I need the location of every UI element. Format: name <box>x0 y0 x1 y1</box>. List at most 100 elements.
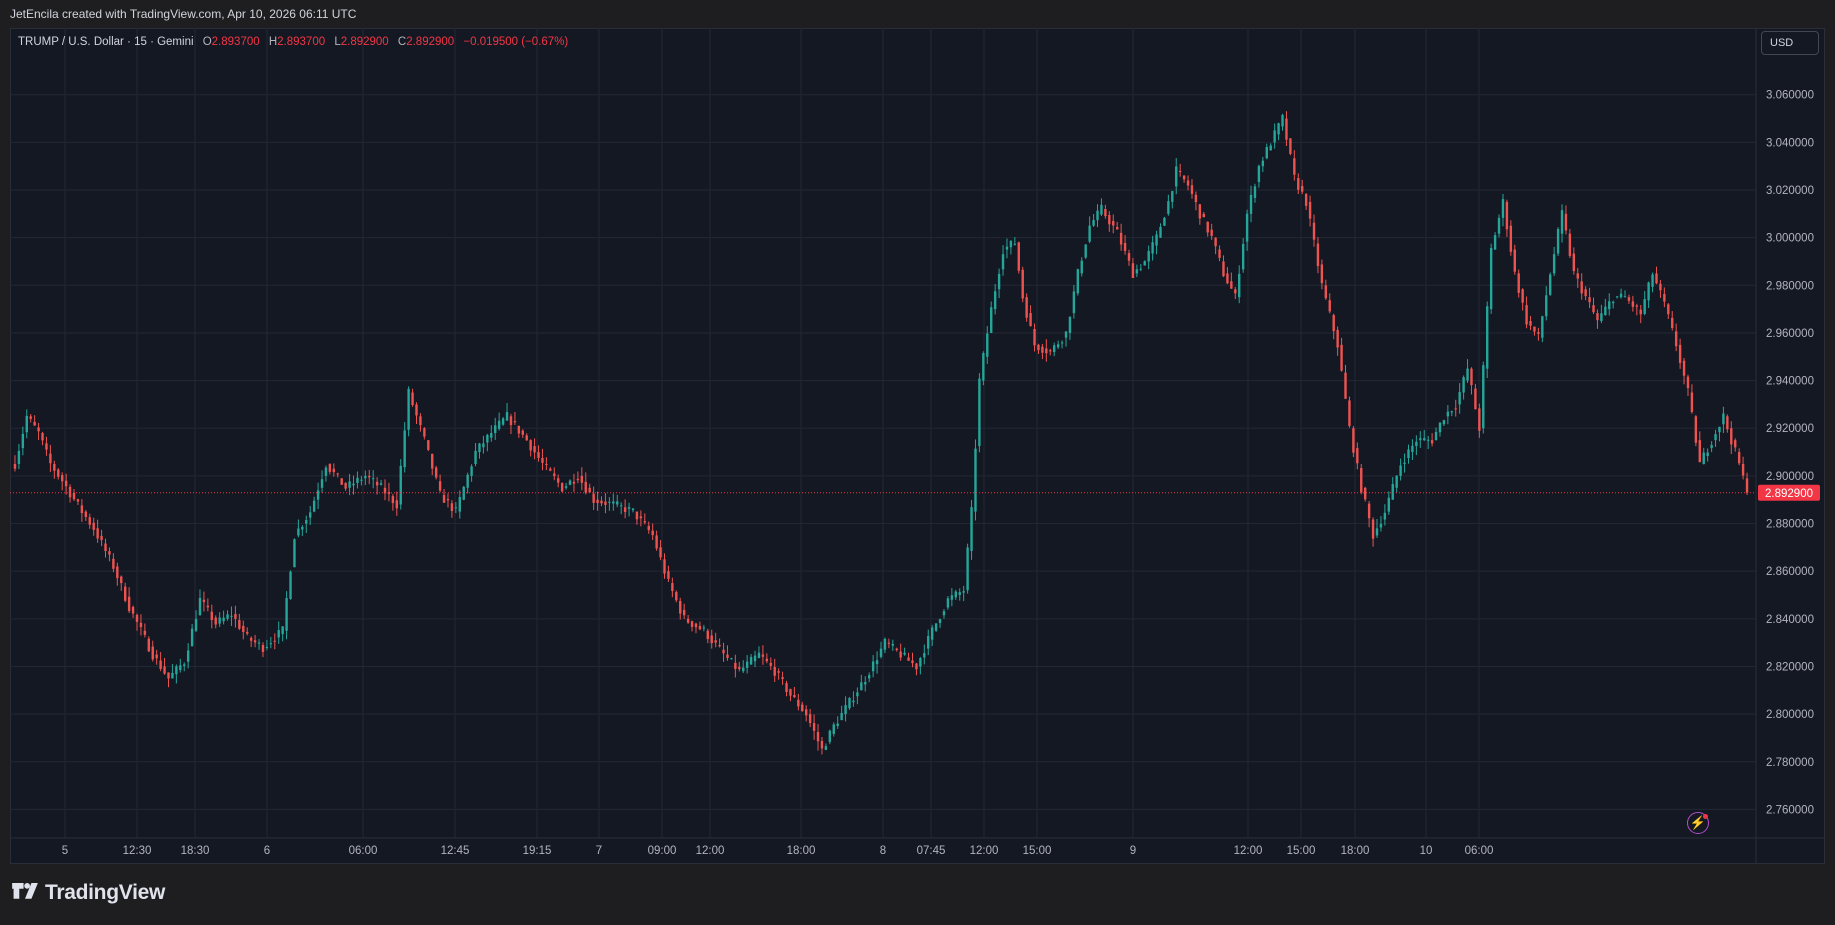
price-tick-label: 2.860000 <box>1766 566 1814 578</box>
candle-body <box>344 483 347 489</box>
candle-body <box>419 416 422 426</box>
time-tick-label: 19:15 <box>523 845 552 857</box>
candle-body <box>1080 260 1083 274</box>
candle-body <box>1151 242 1154 254</box>
candle-body <box>1100 204 1103 215</box>
candle-body <box>934 623 938 631</box>
candle-body <box>864 682 867 685</box>
candle-body <box>986 333 989 357</box>
candle-body <box>1017 242 1020 271</box>
candle-body <box>702 627 706 629</box>
candle-body <box>1387 497 1391 512</box>
candle-body <box>1407 449 1410 459</box>
candle-body <box>1714 434 1717 441</box>
candle-body <box>1265 147 1268 159</box>
price-axis-labels[interactable]: 3.060000 3.040000 3.020000 3.000000 2.980000… <box>1766 42 1814 816</box>
candle-body <box>557 478 560 483</box>
candle-body <box>379 483 383 485</box>
currency-button[interactable]: USD <box>1761 31 1819 55</box>
candle-body <box>1068 317 1072 333</box>
close-value: 2.892900 <box>406 36 455 48</box>
candle-body <box>679 600 682 614</box>
candle-body <box>1647 282 1650 301</box>
candle-body <box>812 723 816 731</box>
candle-body <box>76 499 80 502</box>
tradingview-logo-icon <box>12 883 38 899</box>
candle-body <box>285 598 288 631</box>
candle-body <box>938 619 942 623</box>
candle-body <box>919 658 922 667</box>
candle-body <box>651 530 654 536</box>
candle-body <box>1375 528 1379 536</box>
candle-body <box>395 500 399 509</box>
candle-body <box>1667 304 1670 315</box>
candle-body <box>486 434 489 443</box>
candle-body <box>226 614 229 619</box>
candle-body <box>745 661 749 668</box>
candle-body <box>1273 130 1276 143</box>
candle-body <box>820 740 824 749</box>
candle-body <box>1005 246 1009 250</box>
candle-body <box>927 635 930 649</box>
candle-body <box>1226 273 1229 284</box>
candle-body <box>198 597 202 616</box>
candle-body <box>1198 204 1202 219</box>
price-tick-label: 2.760000 <box>1766 804 1814 816</box>
candle-body <box>88 517 91 525</box>
candle-body <box>1513 249 1516 272</box>
candle-body <box>470 466 473 476</box>
candle-body <box>1261 160 1265 167</box>
candle-body <box>1710 444 1713 449</box>
candle-body <box>427 440 430 450</box>
candle-body <box>1301 186 1304 192</box>
candle-body <box>1576 273 1579 279</box>
attribution-text: JetEncila created with TradingView.com, … <box>10 7 357 21</box>
candle-body <box>167 672 170 679</box>
brand-name: TradingView <box>45 881 166 904</box>
candle-body <box>1722 413 1725 425</box>
candlestick-chart[interactable]: 2.892900 3.060000 3.040000 3.020000 3.00000… <box>10 28 1825 864</box>
candle-body <box>805 709 808 716</box>
candle-body <box>848 697 851 709</box>
candle-body <box>1115 226 1119 230</box>
candle-body <box>852 700 855 703</box>
candle-body <box>608 501 611 503</box>
candle-body <box>249 637 253 641</box>
candle-body <box>186 650 190 662</box>
last-price-badge <box>1758 484 1820 501</box>
candle-body <box>1297 178 1300 190</box>
candle-body <box>757 652 761 658</box>
time-tick-label: 06:00 <box>1465 845 1494 857</box>
candles <box>13 111 1749 755</box>
low-label: L <box>334 36 341 48</box>
candle-body <box>1167 201 1170 214</box>
candle-body <box>1056 344 1060 348</box>
candle-body <box>879 648 883 657</box>
candle-body <box>123 586 127 601</box>
candle-body <box>348 481 351 488</box>
candle-body <box>682 609 686 616</box>
candle-body <box>659 547 662 558</box>
candle-body <box>1092 220 1095 226</box>
candle-body <box>1556 229 1560 254</box>
candle-body <box>120 576 123 584</box>
symbol-label[interactable]: TRUMP / U.S. Dollar · 15 · Gemini <box>18 36 194 48</box>
price-tick-label: 2.900000 <box>1766 471 1814 483</box>
candle-body <box>710 635 713 644</box>
time-tick-label: 7 <box>596 845 602 857</box>
brand-logo[interactable]: TradingView <box>11 881 165 905</box>
candle-body <box>1596 313 1599 321</box>
chart-pane[interactable] <box>10 28 1825 864</box>
candle-body <box>265 646 269 648</box>
candle-body <box>1218 249 1221 258</box>
candle-body <box>742 667 745 672</box>
candle-body <box>1615 296 1619 298</box>
price-tick-label: 2.780000 <box>1766 757 1814 769</box>
candle-body <box>1501 199 1505 218</box>
candle-body <box>1139 268 1143 270</box>
candle-body <box>1049 350 1052 352</box>
time-axis-labels[interactable]: 5 12:30 18:30 6 06:00 12:45 19:15 7 09:00 12:00 18… <box>62 845 1494 857</box>
lightning-alert-icon[interactable]: ⚡ <box>1687 812 1709 834</box>
time-tick-label: 12:00 <box>1234 845 1263 857</box>
candle-body <box>734 662 737 669</box>
